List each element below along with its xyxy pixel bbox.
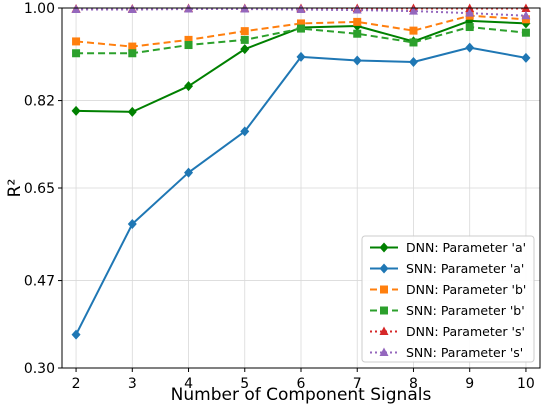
legend-marker	[379, 242, 389, 253]
data-point	[409, 26, 418, 35]
x-tick-label: 8	[409, 376, 418, 392]
data-point	[297, 19, 305, 28]
data-point	[240, 126, 250, 137]
x-tick-label: 4	[184, 376, 193, 392]
y-tick-label: 0.47	[24, 274, 55, 290]
legend-label: SNN: Parameter 'b'	[406, 303, 525, 318]
data-point	[408, 57, 418, 67]
x-tick-label: 3	[128, 376, 137, 392]
legend-label: DNN: Parameter 'a'	[406, 240, 526, 255]
data-point	[184, 167, 194, 178]
data-point	[128, 49, 137, 58]
legend-marker	[380, 306, 388, 315]
data-point	[240, 44, 250, 55]
data-point	[521, 15, 530, 24]
axis-ticks: 2 3 4 5 6 7 8 9 10 0.30 0.47 0.65 0.82 1.00	[24, 1, 535, 392]
legend-label: DNN: Parameter 's'	[406, 324, 525, 339]
x-tick-label: 2	[72, 376, 81, 392]
data-point	[521, 28, 530, 37]
x-tick-label: 9	[465, 376, 474, 392]
legend-entry: SNN: Parameter 'b'	[370, 303, 525, 318]
y-tick-label: 0.30	[24, 361, 55, 377]
legend: DNN: Parameter 'a' SNN: Parameter 'a' DNN:…	[361, 235, 535, 363]
data-point	[128, 42, 137, 51]
legend-marker	[379, 326, 389, 335]
data-point	[408, 6, 418, 15]
data-point	[184, 41, 193, 50]
legend-entry: DNN: Parameter 'b'	[370, 282, 526, 297]
y-axis-label: R²	[5, 179, 25, 198]
legend-marker	[379, 263, 389, 274]
data-point	[71, 105, 81, 116]
y-tick-label: 0.82	[24, 94, 55, 110]
legend-entry: SNN: Parameter 'a'	[370, 261, 524, 276]
data-point	[72, 37, 81, 46]
legend-entry: SNN: Parameter 's'	[370, 345, 523, 360]
data-point	[296, 4, 306, 14]
data-point	[296, 51, 306, 62]
data-point	[297, 24, 305, 33]
legend-entry: DNN: Parameter 's'	[370, 324, 525, 339]
data-point	[521, 10, 531, 20]
data-point	[465, 8, 475, 17]
legend-label: DNN: Parameter 'b'	[406, 282, 526, 297]
data-point	[240, 35, 249, 44]
legend-entry: DNN: Parameter 'a'	[370, 240, 526, 255]
data-point	[184, 81, 194, 92]
x-axis-label: Number of Component Signals	[171, 385, 432, 405]
series-1	[71, 42, 531, 340]
x-tick-label: 10	[517, 376, 535, 392]
legend-box	[361, 235, 535, 363]
legend-label: SNN: Parameter 's'	[406, 345, 523, 360]
series-5	[71, 4, 531, 20]
data-point	[127, 219, 137, 229]
legend-marker	[380, 285, 388, 294]
data-point	[465, 42, 475, 53]
legend-marker	[379, 347, 389, 356]
x-tick-label: 5	[240, 376, 249, 392]
legend-label: SNN: Parameter 'a'	[406, 261, 524, 276]
data-point	[72, 49, 81, 58]
series-2	[72, 11, 530, 51]
data-point	[353, 29, 362, 38]
data-point	[352, 55, 362, 66]
y-tick-label: 0.65	[24, 181, 55, 197]
x-tick-label: 6	[297, 376, 306, 392]
x-tick-label: 7	[353, 376, 362, 392]
data-point	[353, 17, 362, 26]
data-point	[71, 329, 81, 340]
data-point	[71, 4, 81, 14]
data-point	[240, 27, 249, 36]
data-point	[409, 38, 418, 47]
series-layer	[71, 3, 531, 340]
data-point	[127, 4, 137, 14]
data-point	[127, 106, 137, 117]
data-point	[184, 35, 193, 44]
data-point	[521, 52, 531, 63]
data-point	[352, 5, 362, 14]
data-point	[465, 23, 474, 32]
y-tick-label: 1.00	[24, 1, 55, 17]
series-3	[72, 23, 530, 58]
